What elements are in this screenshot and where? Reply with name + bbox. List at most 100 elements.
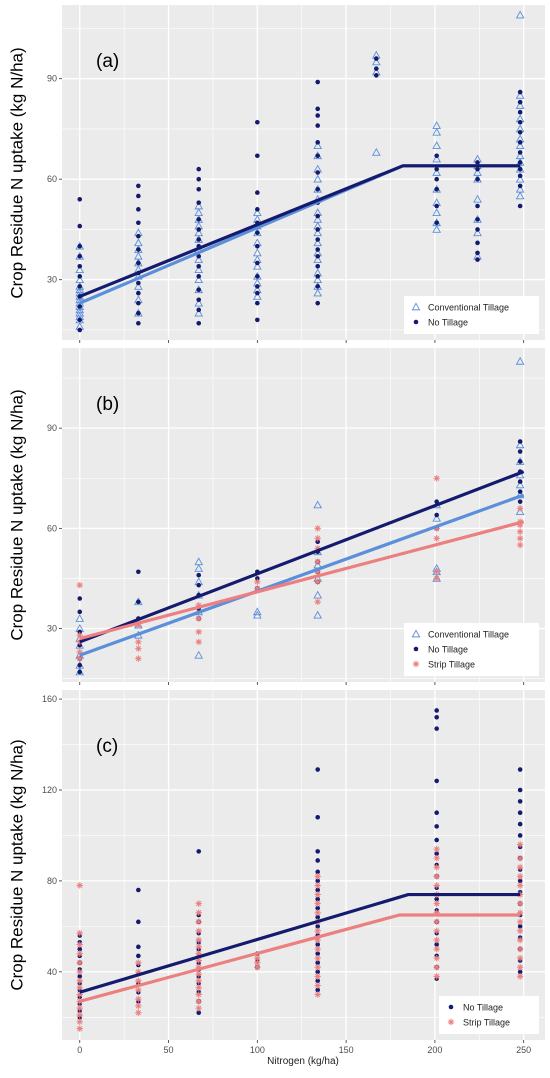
data-point [473, 228, 482, 237]
data-point [196, 237, 202, 242]
data-point [517, 89, 523, 95]
data-point [517, 499, 523, 504]
data-point [76, 941, 83, 948]
data-point [313, 174, 323, 183]
data-point [314, 535, 321, 542]
data-point [315, 153, 321, 159]
data-point [135, 1002, 142, 1010]
data-point [75, 614, 85, 622]
data-point [516, 841, 524, 848]
fit-line-strip [79, 520, 525, 641]
data-point [314, 545, 321, 552]
data-point [315, 924, 321, 929]
data-point [371, 57, 381, 66]
data-point [475, 217, 480, 222]
data-point [517, 767, 523, 772]
data-point [255, 576, 260, 581]
data-point [133, 238, 143, 247]
data-point [77, 663, 83, 668]
data-point [195, 970, 202, 978]
legend-label: No Tillage [428, 318, 468, 328]
data-point [195, 977, 202, 985]
data-point [433, 945, 440, 953]
data-point [315, 942, 321, 947]
y-tick-label: 80 [47, 876, 57, 886]
data-point [195, 900, 202, 907]
data-point [76, 1011, 83, 1019]
data-point [195, 638, 202, 646]
data-point [135, 995, 142, 1003]
data-point [433, 909, 440, 916]
data-point [194, 208, 204, 217]
data-point [315, 896, 321, 902]
fit-line-no_tillage [79, 164, 521, 298]
legend-label: No Tillage [428, 645, 468, 655]
data-point [315, 987, 321, 993]
data-point [196, 217, 202, 222]
y-tick-label: 90 [47, 423, 57, 433]
data-point [434, 896, 439, 902]
data-point [475, 176, 480, 182]
legend-key-conventional [411, 302, 421, 311]
data-point [315, 140, 321, 145]
data-point [433, 575, 440, 582]
data-point [77, 317, 83, 323]
data-point [195, 927, 202, 935]
series-strip [76, 475, 524, 662]
data-point [136, 887, 141, 893]
legend-label: Strip Tillage [428, 660, 475, 670]
y-tick-label: 30 [47, 624, 57, 634]
data-point [433, 864, 440, 871]
data-point [313, 214, 323, 223]
data-point [195, 936, 202, 944]
data-point [314, 891, 321, 898]
data-point [517, 140, 523, 145]
data-point [194, 298, 204, 307]
data-point [515, 356, 525, 365]
data-point [475, 203, 480, 209]
data-point [315, 213, 321, 219]
data-point [313, 288, 323, 297]
data-point [252, 291, 262, 300]
data-point [255, 119, 260, 125]
data-point [434, 726, 439, 731]
data-point [252, 607, 262, 616]
data-point [517, 459, 523, 464]
legend-key-strip [447, 1018, 455, 1026]
data-point [517, 479, 523, 484]
data-point [433, 873, 440, 880]
data-point [255, 274, 260, 279]
data-point [255, 153, 260, 159]
data-point [315, 858, 321, 863]
data-point [77, 946, 83, 952]
data-point [77, 264, 83, 269]
data-point [77, 304, 83, 309]
data-point [196, 200, 202, 205]
data-point [76, 968, 83, 976]
data-point [136, 599, 141, 605]
data-point [516, 900, 524, 907]
data-point [515, 90, 525, 99]
data-point [517, 119, 523, 125]
y-tick-label: 120 [42, 785, 57, 795]
data-point [315, 237, 321, 242]
legend-key-no_tillage [413, 319, 419, 325]
data-point [135, 645, 142, 652]
data-point [517, 203, 523, 209]
data-point [313, 610, 323, 619]
data-point [516, 521, 524, 529]
data-point [252, 208, 262, 217]
data-point [434, 810, 439, 816]
data-point [433, 936, 440, 944]
data-point [75, 275, 85, 284]
data-point [255, 230, 260, 236]
data-point [434, 220, 439, 226]
legend-box [439, 996, 539, 1034]
data-point [434, 824, 439, 829]
data-point [433, 525, 440, 532]
data-point [516, 882, 524, 889]
data-point [133, 281, 143, 290]
data-point [254, 954, 261, 962]
data-point [475, 240, 480, 246]
data-point [255, 260, 260, 266]
